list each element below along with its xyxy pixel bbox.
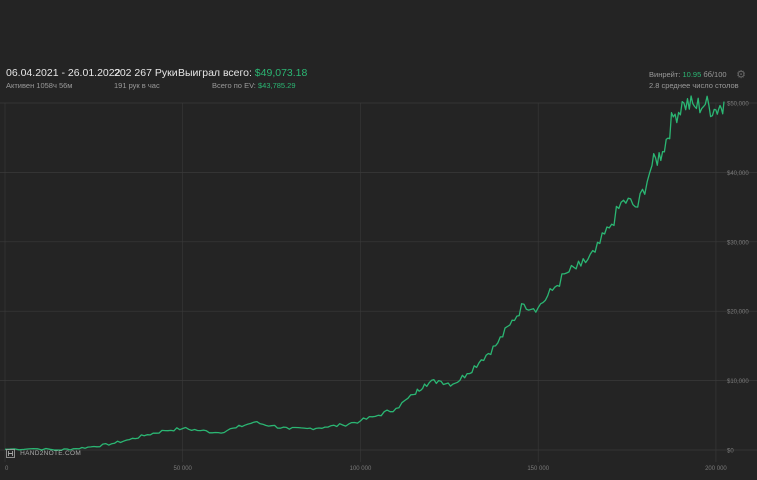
y-tick-label: $20,000 xyxy=(727,310,749,316)
hands-per-hour: 191 рук в час xyxy=(114,81,160,90)
brand-name: HAND2NOTE.COM xyxy=(20,450,82,458)
profit-line xyxy=(4,95,725,451)
brand-logo: HAND2NOTE.COM xyxy=(6,449,81,458)
won-total: Выиграл всего: $49,073.18 xyxy=(178,67,307,79)
won-total-label: Выиграл всего: xyxy=(178,67,252,79)
ev-total-label: Всего по EV: xyxy=(212,81,256,90)
ev-total: Всего по EV: $43,785.29 xyxy=(212,81,296,90)
y-tick-label: $0 xyxy=(727,449,734,455)
x-tick-label: 0 xyxy=(5,466,9,472)
y-tick-label: $50,000 xyxy=(727,102,749,108)
winrate-unit: бб/100 xyxy=(703,70,727,79)
winrate-label: Винрейт: xyxy=(649,70,681,79)
grid-lines xyxy=(0,102,757,462)
x-tick-label: 100 000 xyxy=(350,466,372,472)
hands-count: 202 267 Руки xyxy=(114,67,178,79)
avg-tables: 2.8 среднее число столов xyxy=(649,81,739,90)
x-tick-label: 200 000 xyxy=(705,466,727,472)
active-time: Активен 1058ч 56м xyxy=(6,81,73,90)
date-range: 06.04.2021 - 26.01.2022 xyxy=(6,67,121,79)
y-tick-label: $40,000 xyxy=(727,171,749,177)
ev-total-value: $43,785.29 xyxy=(257,81,296,90)
won-total-value: $49,073.18 xyxy=(254,67,308,79)
x-tick-label: 150 000 xyxy=(527,466,549,472)
axis-ticks: $0 $10,000 $20,000 $30,000 $40,000 $50,000 0 50… xyxy=(5,102,749,473)
winrate: Винрейт: 10.95 бб/100 xyxy=(649,70,727,79)
y-tick-label: $10,000 xyxy=(727,379,749,385)
x-tick-label: 50 000 xyxy=(174,466,193,472)
hand2note-logo-icon xyxy=(6,449,15,458)
stats-header: 06.04.2021 - 26.01.2022 Активен 1058ч 56… xyxy=(0,0,757,100)
y-tick-label: $30,000 xyxy=(727,240,749,246)
winrate-value: 10.95 xyxy=(682,70,702,79)
gear-icon[interactable]: ⚙ xyxy=(736,69,746,81)
